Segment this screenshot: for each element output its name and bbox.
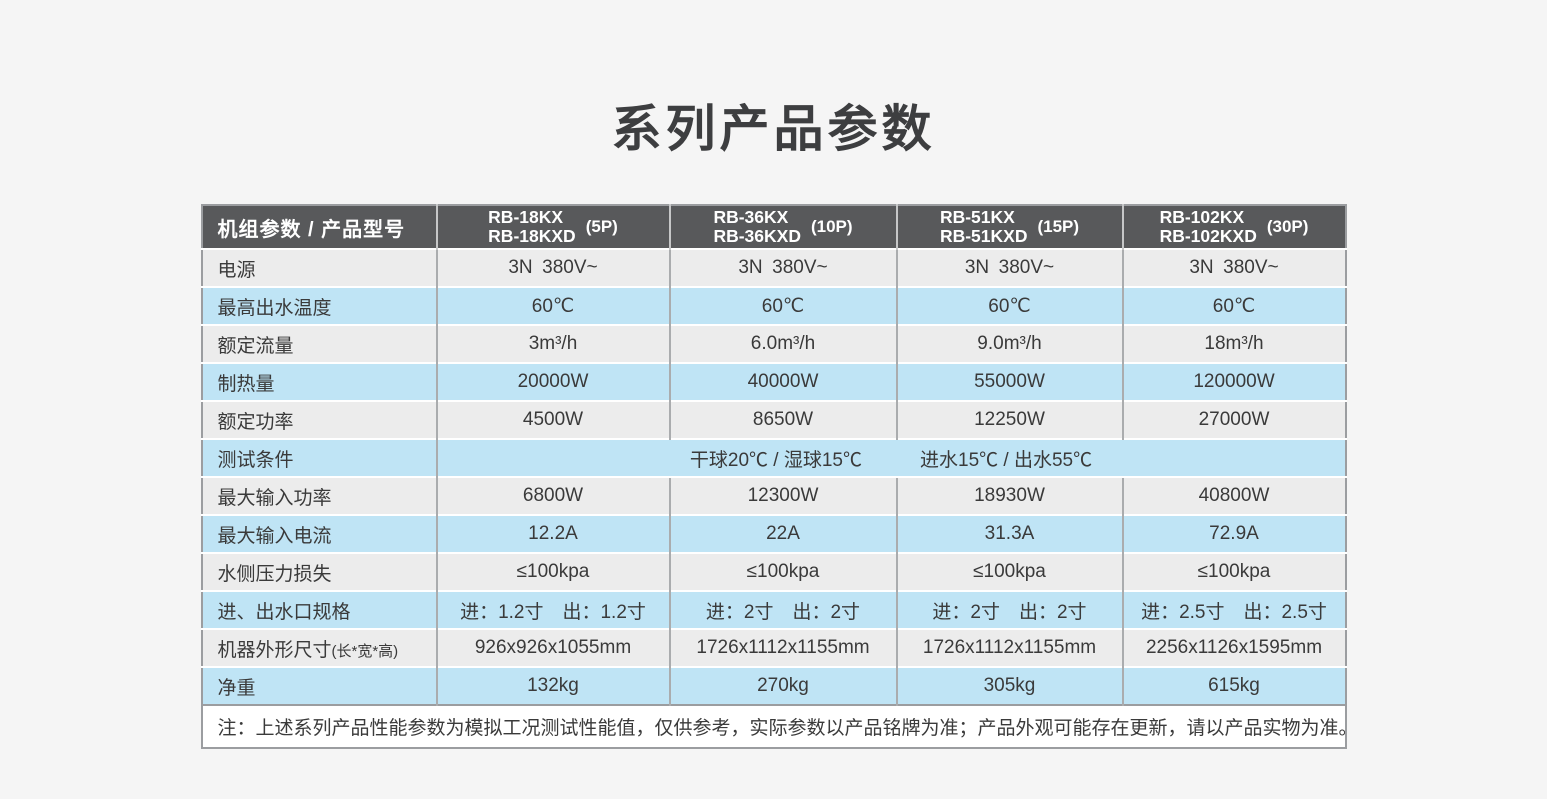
row-value: 72.9A xyxy=(1121,514,1346,553)
row-value: 31.3A xyxy=(895,514,1123,553)
row-label: 最大输入功率 xyxy=(201,476,437,515)
row-value: 60℃ xyxy=(435,286,670,325)
test-condition-water: 进水15℃ / 出水55℃ xyxy=(920,449,1093,471)
row-label: 进、出水口规格 xyxy=(201,590,437,629)
model-capacity: (10P) xyxy=(810,217,853,236)
model-name-line2: RB-36KXD xyxy=(713,226,801,246)
spec-table: 机组参数 / 产品型号 RB-18KX RB-18KXD (5P) RB-36K… xyxy=(200,204,1347,749)
row-value: 进：2.5寸 出：2.5寸 xyxy=(1121,590,1346,629)
row-label: 最大输入电流 xyxy=(201,514,437,553)
model-name-line1: RB-36KX xyxy=(713,207,789,227)
row-value: 120000W xyxy=(1121,362,1346,401)
header-row: 机组参数 / 产品型号 RB-18KX RB-18KXD (5P) RB-36K… xyxy=(201,205,1346,249)
row-value: 8650W xyxy=(668,400,897,439)
row-value: 60℃ xyxy=(895,286,1123,325)
header-model-cell-3: RB-51KX RB-51KXD (15P) xyxy=(895,205,1123,249)
row-value: 20000W xyxy=(435,362,670,401)
row-label: 净重 xyxy=(201,666,437,705)
row-value: 3N 380V~ xyxy=(895,248,1123,287)
model-capacity: (30P) xyxy=(1266,217,1309,236)
row-value: 6800W xyxy=(435,476,670,515)
model-name-line1: RB-102KX xyxy=(1159,207,1245,227)
row-value: 3N 380V~ xyxy=(435,248,670,287)
row-value: ≤100kpa xyxy=(668,552,897,591)
row-value: 12300W xyxy=(668,476,897,515)
table-row-dimensions: 机器外形尺寸(长*宽*高) 926x926x1055mm 1726x1112x1… xyxy=(201,628,1346,667)
row-value: 4500W xyxy=(435,400,670,439)
table-row-rated-power: 额定功率 4500W 8650W 12250W 27000W xyxy=(201,400,1346,439)
row-value: 1726x1112x1155mm xyxy=(668,628,897,667)
row-value: 12250W xyxy=(895,400,1123,439)
row-label: 额定流量 xyxy=(201,324,437,363)
row-value: 18930W xyxy=(895,476,1123,515)
row-value: 进：2寸 出：2寸 xyxy=(895,590,1123,629)
row-value: 9.0m³/h xyxy=(895,324,1123,363)
header-param-cell: 机组参数 / 产品型号 xyxy=(217,218,406,241)
header-model-cell-4: RB-102KX RB-102KXD (30P) xyxy=(1121,205,1346,249)
page-title: 系列产品参数 xyxy=(611,101,936,157)
table-row-heating-capacity: 制热量 20000W 40000W 55000W 120000W xyxy=(201,362,1346,401)
model-capacity: (5P) xyxy=(585,217,618,236)
row-label: 最高出水温度 xyxy=(201,286,437,325)
model-name-line1: RB-18KX xyxy=(488,207,564,227)
row-label: 制热量 xyxy=(201,362,437,401)
row-value: 1726x1112x1155mm xyxy=(895,628,1123,667)
row-value: 3m³/h xyxy=(435,324,670,363)
row-value: 12.2A xyxy=(435,514,670,553)
table-row-max-outlet-temp: 最高出水温度 60℃ 60℃ 60℃ 60℃ xyxy=(201,286,1346,325)
table-row-power-supply: 电源 3N 380V~ 3N 380V~ 3N 380V~ 3N 380V~ xyxy=(201,248,1346,287)
row-label: 电源 xyxy=(201,248,437,287)
row-value: 60℃ xyxy=(1121,286,1346,325)
model-name-line1: RB-51KX xyxy=(939,207,1015,227)
row-value: 进：1.2寸 出：1.2寸 xyxy=(435,590,670,629)
footnote: 注：上述系列产品性能参数为模拟工况测试性能值，仅供参考，实际参数以产品铭牌为准；… xyxy=(201,704,1346,748)
table-row-inlet-outlet-spec: 进、出水口规格 进：1.2寸 出：1.2寸 进：2寸 出：2寸 进：2寸 出：2… xyxy=(201,590,1346,629)
row-label: 机器外形尺寸(长*宽*高) xyxy=(201,628,437,667)
row-value: 22A xyxy=(668,514,897,553)
row-value: 27000W xyxy=(1121,400,1346,439)
row-value: 18m³/h xyxy=(1121,324,1346,363)
row-label-suffix: (长*宽*高) xyxy=(331,642,399,660)
table-row-net-weight: 净重 132kg 270kg 305kg 615kg xyxy=(201,666,1346,705)
model-name-line2: RB-102KXD xyxy=(1159,226,1257,246)
row-label: 测试条件 xyxy=(201,438,437,477)
row-value: 40800W xyxy=(1121,476,1346,515)
row-value: 55000W xyxy=(895,362,1123,401)
table-row-rated-flow: 额定流量 3m³/h 6.0m³/h 9.0m³/h 18m³/h xyxy=(201,324,1346,363)
row-value: 6.0m³/h xyxy=(668,324,897,363)
table-row-max-input-power: 最大输入功率 6800W 12300W 18930W 40800W xyxy=(201,476,1346,515)
table-row-test-conditions: 测试条件 干球20℃ / 湿球15℃ 进水15℃ / 出水55℃ xyxy=(201,438,1346,477)
row-value: 60℃ xyxy=(668,286,897,325)
table-header: 机组参数 / 产品型号 RB-18KX RB-18KXD (5P) RB-36K… xyxy=(201,205,1346,249)
row-value: ≤100kpa xyxy=(435,552,670,591)
table-row-max-input-current: 最大输入电流 12.2A 22A 31.3A 72.9A xyxy=(201,514,1346,553)
footnote-row: 注：上述系列产品性能参数为模拟工况测试性能值，仅供参考，实际参数以产品铭牌为准；… xyxy=(201,704,1346,748)
row-value: ≤100kpa xyxy=(895,552,1123,591)
row-value: 进：2寸 出：2寸 xyxy=(668,590,897,629)
row-value: 926x926x1055mm xyxy=(435,628,670,667)
table-footer: 注：上述系列产品性能参数为模拟工况测试性能值，仅供参考，实际参数以产品铭牌为准；… xyxy=(201,704,1346,748)
table-body: 电源 3N 380V~ 3N 380V~ 3N 380V~ 3N 380V~ 最… xyxy=(201,248,1346,705)
test-conditions-cell: 干球20℃ / 湿球15℃ 进水15℃ / 出水55℃ xyxy=(435,438,1346,477)
model-capacity: (15P) xyxy=(1037,217,1080,236)
row-value: ≤100kpa xyxy=(1121,552,1346,591)
row-value: 270kg xyxy=(668,666,897,705)
model-name-line2: RB-18KXD xyxy=(488,226,576,246)
row-value: 615kg xyxy=(1121,666,1346,705)
row-value: 2256x1126x1595mm xyxy=(1121,628,1346,667)
row-value: 40000W xyxy=(668,362,897,401)
row-value: 3N 380V~ xyxy=(668,248,897,287)
row-value: 305kg xyxy=(895,666,1123,705)
row-label: 额定功率 xyxy=(201,400,437,439)
row-value: 132kg xyxy=(435,666,670,705)
model-name-line2: RB-51KXD xyxy=(939,226,1028,246)
row-label: 水侧压力损失 xyxy=(201,552,437,591)
header-model-cell-1: RB-18KX RB-18KXD (5P) xyxy=(435,205,670,249)
header-model-cell-2: RB-36KX RB-36KXD (10P) xyxy=(668,205,897,249)
row-value: 3N 380V~ xyxy=(1121,248,1346,287)
table-row-water-pressure-loss: 水侧压力损失 ≤100kpa ≤100kpa ≤100kpa ≤100kpa xyxy=(201,552,1346,591)
test-condition-air: 干球20℃ / 湿球15℃ xyxy=(689,449,862,471)
